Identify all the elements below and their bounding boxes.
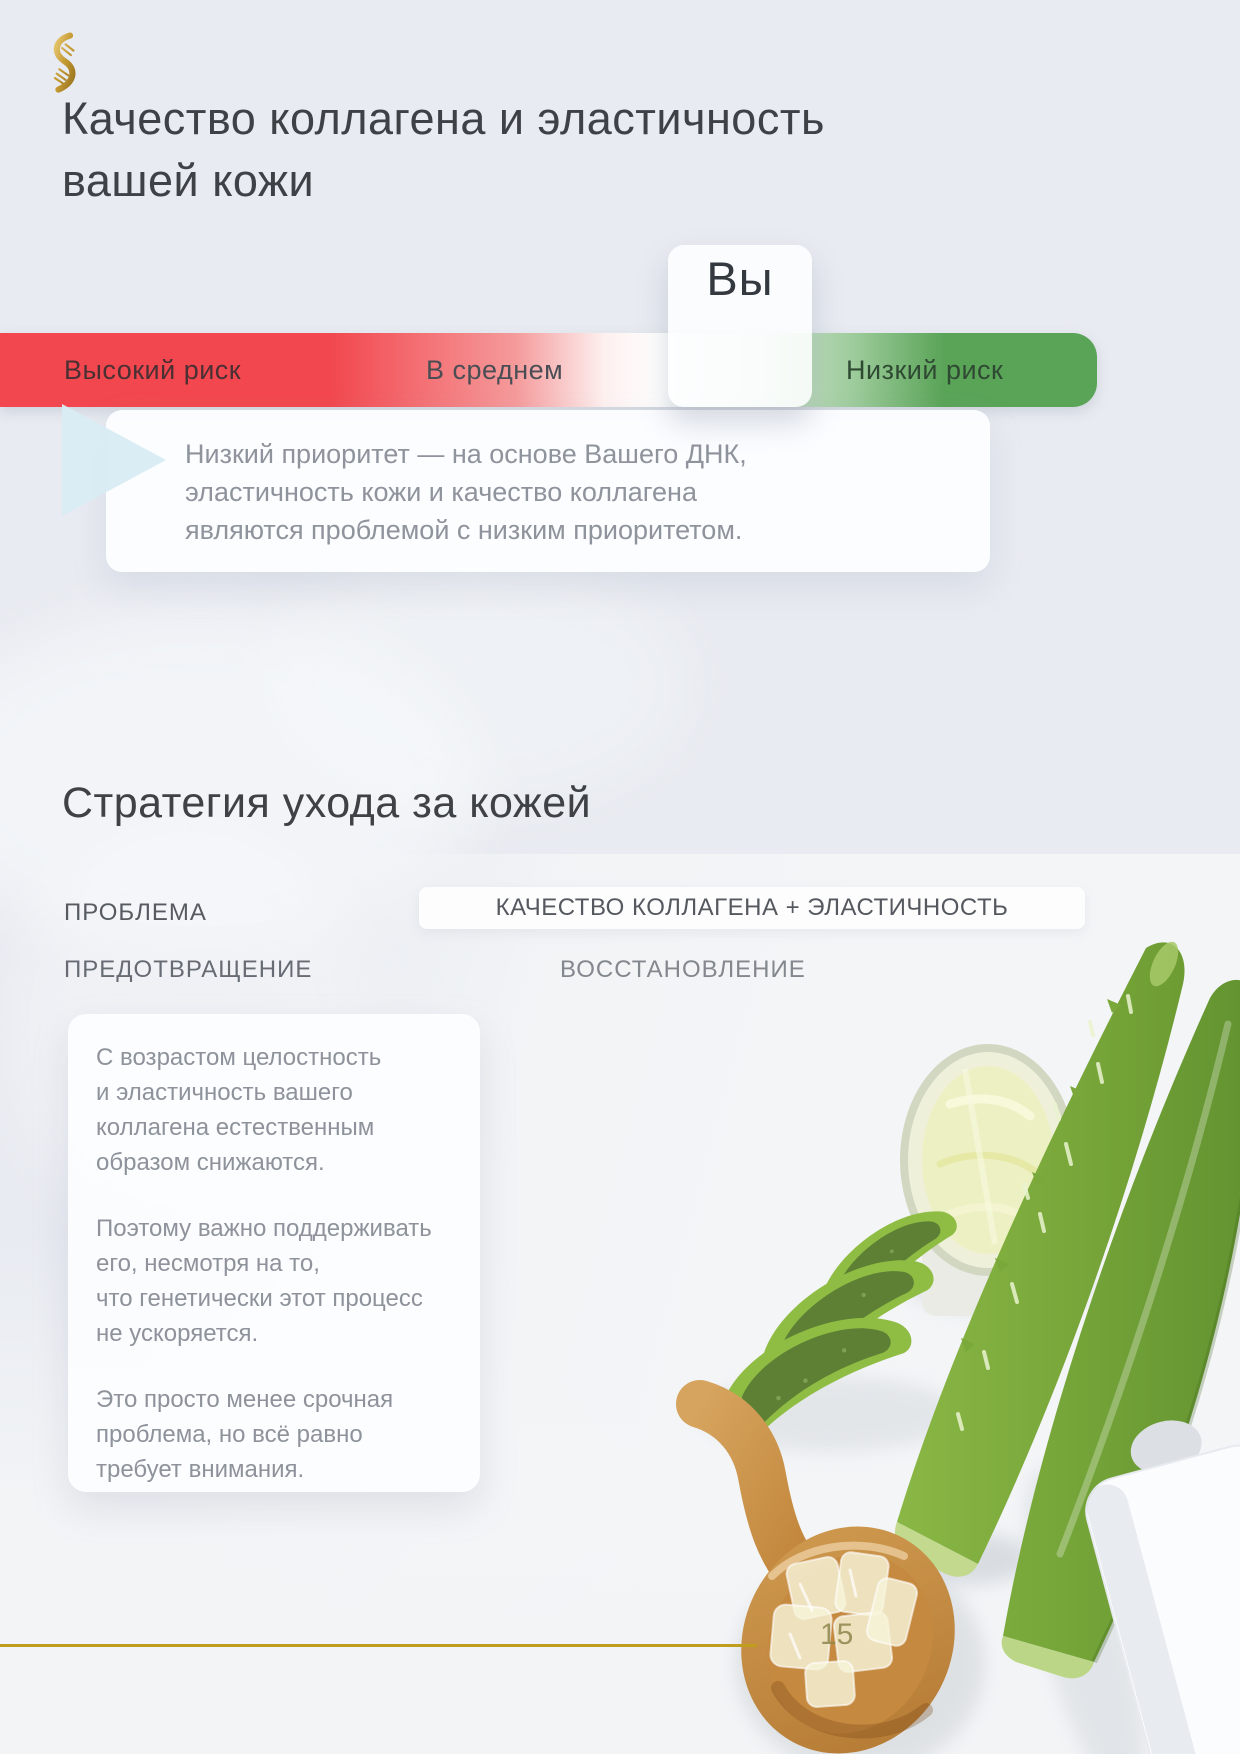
callout-arrow-icon: [62, 404, 166, 516]
page-number: 15: [820, 1618, 854, 1651]
card-paragraph: Поэтому важно поддерживать его, несмотря…: [96, 1215, 432, 1347]
risk-label-medium: В среднем: [426, 354, 564, 385]
restoration-label: ВОССТАНОВЛЕНИЕ: [560, 956, 806, 983]
priority-callout-text: Низкий приоритет — на основе Вашего ДНК,…: [185, 439, 747, 545]
wooden-spoon-with-gel-cubes: [676, 1380, 955, 1754]
page-title: Качество коллагена и эластичность вашей …: [62, 93, 825, 206]
prevention-label: ПРЕДОТВРАЩЕНИЕ: [64, 956, 313, 983]
white-cosmetic-bottle: [1085, 1420, 1240, 1754]
card-paragraph: С возрастом целостность и эластичность в…: [96, 1044, 382, 1176]
footer-accent-line: [0, 1644, 757, 1647]
risk-label-low: Низкий риск: [846, 354, 1004, 385]
gel-cubes: [769, 1551, 919, 1708]
strategy-section-title: Стратегия ухода за кожей: [62, 779, 592, 827]
problem-value-pill: КАЧЕСТВО КОЛЛАГЕНА + ЭЛАСТИЧНОСТЬ: [419, 887, 1085, 929]
aloe-slices: [723, 1211, 957, 1438]
strategy-info-card: С возрастом целостность и эластичность в…: [68, 1014, 480, 1492]
risk-gradient-bar: Высокий риск В среднем Низкий риск: [0, 333, 1097, 407]
problem-value-text: КАЧЕСТВО КОЛЛАГЕНА + ЭЛАСТИЧНОСТЬ: [495, 894, 1009, 921]
background-watermark-blob: [260, 560, 690, 810]
your-result-marker: Вы: [668, 245, 812, 407]
aloe-vera-photo: [0, 854, 1240, 1754]
photo-illustration: [676, 941, 1240, 1754]
gold-dna-helix-icon: [53, 32, 76, 93]
priority-callout: Низкий приоритет — на основе Вашего ДНК,…: [106, 410, 990, 572]
card-paragraph: Это просто менее срочная проблема, но вс…: [96, 1386, 394, 1483]
aloe-vera-leaves: [894, 941, 1240, 1679]
your-result-marker-label: Вы: [706, 252, 774, 305]
problem-label: ПРОБЛЕМА: [64, 899, 207, 926]
risk-label-high: Высокий риск: [64, 354, 242, 385]
